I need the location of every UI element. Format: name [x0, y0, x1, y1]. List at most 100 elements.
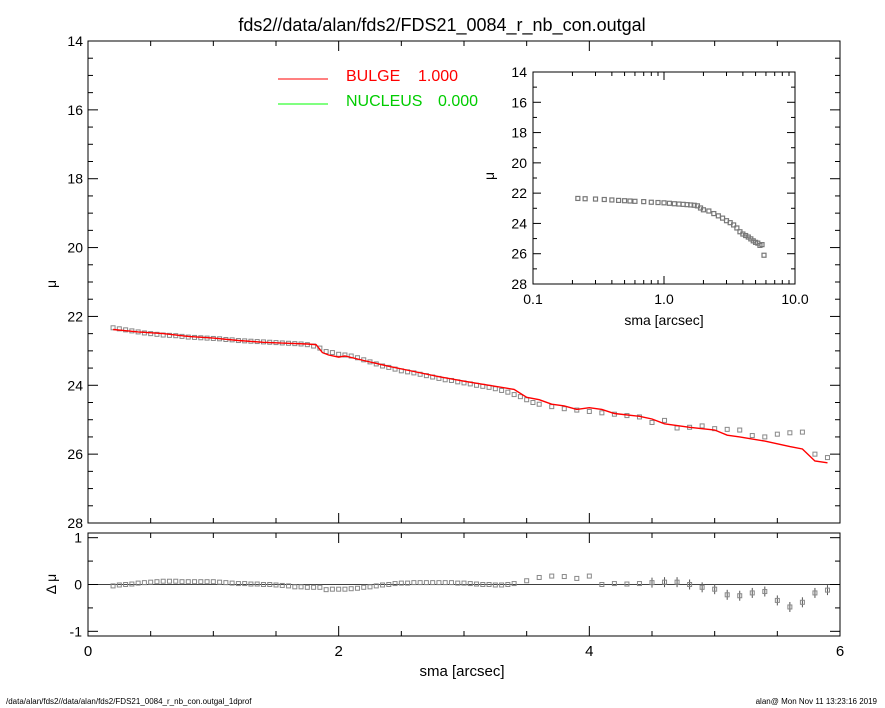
data-point: [586, 408, 592, 414]
data-point: [561, 406, 567, 412]
residual-point: [311, 584, 317, 590]
residual-point: [210, 579, 216, 585]
residual-point: [674, 579, 680, 585]
data-point: [499, 387, 505, 393]
inset-point: [661, 200, 667, 206]
residual-point: [430, 580, 436, 586]
residual-point: [524, 578, 530, 584]
inset-plot-frame: [532, 71, 796, 285]
residual-point: [737, 593, 743, 599]
residual-point: [323, 587, 329, 593]
data-point: [662, 417, 668, 423]
inset-point: [734, 225, 740, 231]
data-point: [354, 355, 360, 361]
main-y-tick-label: 26: [67, 446, 83, 462]
residual-point: [799, 599, 805, 605]
data-point: [549, 404, 555, 410]
residual-point: [787, 604, 793, 610]
residual-point: [392, 581, 398, 587]
legend-bulge-name: BULGE: [346, 68, 400, 85]
residual-point: [116, 582, 122, 588]
inset-y-tick-label: 24: [511, 215, 527, 231]
data-point: [787, 430, 793, 436]
inset-y-tick-label: 14: [511, 64, 527, 80]
footer-file-path: /data/alan/fds2//data/alan/fds2/FDS21_00…: [6, 697, 252, 706]
residual-point: [474, 581, 480, 587]
main-axes: 14 16 18 20 22 24 26 28: [67, 33, 841, 531]
data-point: [762, 434, 768, 440]
inset-x-axis-label: sma [arcsec]: [624, 312, 703, 328]
data-point: [812, 451, 818, 457]
residual-point: [749, 590, 755, 596]
residual-point: [354, 585, 360, 591]
residual-point: [636, 581, 642, 587]
residual-point: [398, 580, 404, 586]
inset-point: [592, 196, 599, 202]
residual-point: [486, 582, 492, 587]
residual-point: [173, 578, 179, 584]
residual-point: [467, 581, 473, 587]
residual-point: [298, 584, 304, 590]
residual-point: [624, 581, 630, 587]
residual-point: [148, 579, 154, 585]
data-point: [536, 401, 542, 407]
inset-point: [655, 199, 661, 206]
residual-point: [267, 582, 273, 587]
inset-point: [632, 198, 638, 204]
inset-point: [700, 207, 707, 213]
inset-x-tick-label: 1.0: [654, 291, 674, 307]
residual-point: [574, 575, 580, 581]
residual-point: [217, 579, 223, 585]
main-y-axis-label: μ: [43, 280, 59, 288]
residual-point: [123, 582, 129, 587]
residual-point: [154, 579, 160, 585]
residual-point: [611, 581, 617, 587]
residual-point: [329, 586, 335, 592]
data-point: [116, 326, 122, 332]
legend: BULGE 1.000 NUCLEUS 0.000: [278, 68, 478, 110]
residual-point: [712, 586, 718, 592]
inset-axes: 14 16 18 20 22 24 26 280.1 1.0 10.0: [511, 64, 808, 307]
residual-point: [417, 580, 423, 586]
inset-y-tick-label: 16: [511, 94, 527, 110]
residual-point: [762, 589, 768, 595]
inset-point: [609, 197, 615, 203]
data-point: [749, 433, 755, 439]
residual-point: [273, 582, 279, 588]
inset-point: [615, 197, 622, 204]
residual-point: [204, 579, 210, 585]
residual-x-tick-label: 2: [334, 643, 342, 660]
data-point: [511, 392, 517, 398]
residual-point: [586, 573, 592, 579]
data-point: [329, 350, 335, 356]
inset-point: [575, 195, 581, 202]
inset-point: [759, 242, 765, 248]
bulge-model-line: [113, 328, 828, 464]
residual-point: [242, 581, 248, 587]
inset-data-points: [575, 195, 767, 258]
main-y-tick-label: 18: [67, 171, 83, 187]
main-y-tick-label: 20: [67, 240, 83, 256]
residual-point: [774, 597, 780, 603]
residual-point: [367, 584, 373, 590]
residual-point: [185, 579, 191, 585]
residual-point: [699, 584, 705, 590]
residual-x-tick-label: 4: [585, 643, 593, 660]
inset-point: [761, 252, 767, 258]
residual-point: [129, 581, 135, 587]
data-point: [166, 332, 172, 338]
data-point: [154, 331, 160, 337]
residual-point: [549, 573, 555, 579]
residual-point: [223, 580, 229, 586]
data-point: [724, 426, 730, 432]
data-point: [505, 389, 511, 395]
data-point: [336, 351, 342, 357]
legend-nucleus-name: NUCLEUS: [346, 93, 422, 110]
residual-point: [561, 574, 567, 580]
main-y-tick-label: 24: [67, 377, 83, 393]
data-point: [824, 455, 830, 461]
data-point: [599, 410, 605, 416]
inset-y-tick-label: 28: [511, 276, 527, 292]
